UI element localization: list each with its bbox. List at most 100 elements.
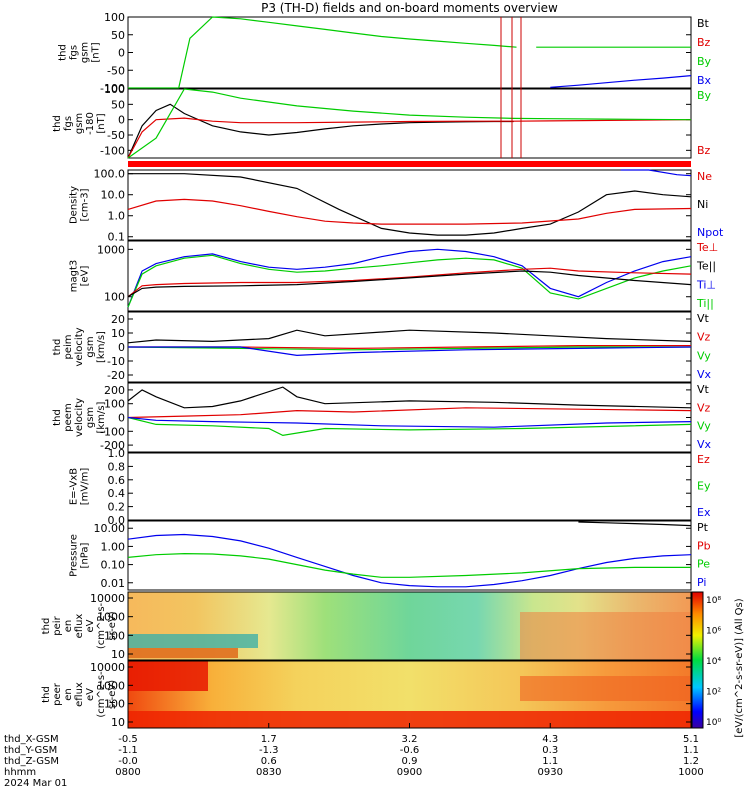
series-line-Vx: [128, 346, 692, 357]
legend-entry: Vx: [697, 438, 712, 451]
panel-peer_en_eflux: 10000 1000 100 10 thd peer en eflux eV (cm^2-s-sr…: [41, 660, 692, 729]
x-row-label: hhmm: [4, 767, 36, 778]
y-axis-label: Pressure: [69, 534, 80, 577]
y-axis-label: gsm: [85, 336, 96, 357]
y-tick-label: 100: [104, 291, 125, 304]
x-tick-label: -0.5: [118, 734, 138, 745]
y-tick-label: -200: [100, 439, 125, 452]
y-axis-label: peer: [52, 682, 63, 706]
legend-entry: Pi: [697, 576, 706, 589]
colorbar: [691, 591, 704, 729]
x-tick-label: 0.6: [261, 756, 277, 767]
legend-entry: Ti||: [696, 297, 714, 310]
y-tick-label: 0: [118, 114, 125, 127]
y-axis-label: E=-VxB: [69, 468, 80, 505]
colorbar-tick: 10⁰: [706, 718, 721, 728]
colorbar-label: [eV/(cm^2-s-sr-eV)] (All Qs): [734, 598, 745, 737]
y-axis-label: velocity: [74, 327, 85, 366]
y-tick-label: 50: [111, 98, 125, 111]
colorbar-tick: 10²: [706, 688, 721, 698]
y-tick-label: 1000: [97, 611, 125, 624]
panel-frame: [127, 520, 692, 591]
low-energy-band: [128, 648, 238, 658]
x-tick-label: 0800: [115, 767, 140, 778]
y-tick-label: 0.01: [101, 577, 126, 590]
x-row-label: thd_Z-GSM: [4, 756, 59, 767]
y-axis-label: peem: [63, 403, 74, 431]
y-tick-label: 0: [118, 412, 125, 425]
high-flux-region: [128, 661, 208, 691]
y-axis-label: peir: [52, 615, 63, 635]
y-axis-label: en: [63, 620, 74, 633]
x-tick-label: 1.7: [261, 734, 277, 745]
y-axis-label: peim: [63, 334, 74, 359]
y-axis-label: thd: [41, 686, 52, 703]
legend-entry: Vy: [697, 349, 711, 362]
legend-entry: By: [697, 55, 712, 68]
series-line-Vz: [127, 407, 692, 419]
y-tick-label: 10: [111, 327, 125, 340]
x-tick-label: 5.1: [683, 734, 699, 745]
colorbar-tick: 10⁸: [706, 596, 721, 606]
y-tick-label: -10: [107, 355, 125, 368]
x-tick-label: 0930: [538, 767, 563, 778]
legend-entry: Ez: [697, 453, 710, 466]
y-tick-label: 10.00: [94, 522, 126, 535]
legend-entry: Te||: [696, 260, 716, 273]
y-tick-label: 0.0: [108, 514, 126, 527]
x-tick-label: -0.6: [400, 745, 420, 756]
x-row-label: 2024 Mar 01: [4, 778, 67, 789]
y-axis-label: eV: [85, 688, 96, 701]
high-flux-region: [520, 612, 691, 660]
legend-entry: Pe: [697, 558, 710, 571]
legend-entry: Ti⊥: [696, 278, 716, 291]
panel-frame: [127, 240, 692, 312]
y-axis-label: Density: [69, 186, 80, 224]
series-line-Vx: [127, 416, 692, 428]
y-axis-label: [nT]: [96, 113, 107, 133]
y-tick-label: 1.00: [101, 540, 126, 553]
y-axis-label: sr-eV): [107, 611, 118, 640]
legend-entry: Bz: [697, 144, 711, 157]
legend-entry: Te⊥: [696, 241, 718, 254]
series-line-Te⊥: [127, 267, 692, 298]
legend-entry: Bt: [697, 17, 710, 30]
y-tick-label: 0.1: [108, 231, 126, 244]
legend-entry: Vz: [697, 401, 711, 414]
y-axis-label: fgs: [69, 45, 80, 60]
panel-frame: [127, 169, 692, 241]
colorbar-tick: 10⁴: [706, 657, 721, 667]
y-axis-label: eV: [85, 619, 96, 632]
x-tick-label: 0900: [397, 767, 422, 778]
y-axis-label: [nPa]: [80, 542, 91, 568]
y-tick-label: -20: [107, 369, 125, 382]
legend-entry: Vt: [697, 312, 710, 325]
high-flux-region: [520, 676, 691, 701]
series-line-Pe: [127, 552, 691, 578]
x-tick-label: 4.3: [542, 734, 558, 745]
y-axis-label: magt3: [69, 260, 80, 293]
x-tick-label: 3.2: [402, 734, 418, 745]
legend-entry: Npot: [697, 226, 724, 239]
series-line-Vy: [127, 416, 692, 437]
y-axis-label: [cm-3]: [80, 188, 91, 221]
x-tick-label: 1.1: [542, 756, 558, 767]
y-axis-label: [nT]: [91, 42, 102, 62]
y-axis-label: thd: [52, 339, 63, 356]
legend-entry: Ne: [697, 170, 712, 183]
legend-entry: Pt: [697, 521, 709, 534]
panel-frame: [127, 88, 692, 159]
y-tick-label: -100: [100, 425, 125, 438]
y-tick-label: -50: [107, 129, 125, 142]
legend-entry: Bx: [697, 74, 712, 87]
panel-frame: [127, 382, 692, 453]
colorbar-tick: 10⁶: [706, 627, 721, 637]
y-tick-label: -50: [107, 64, 125, 77]
series-line-Pi: [127, 533, 692, 588]
series-line-By: [127, 88, 692, 159]
y-tick-label: 100: [104, 83, 125, 96]
y-tick-label: 0.6: [108, 474, 126, 487]
panel-frame: [127, 452, 692, 521]
y-axis-label: -180: [85, 112, 96, 135]
